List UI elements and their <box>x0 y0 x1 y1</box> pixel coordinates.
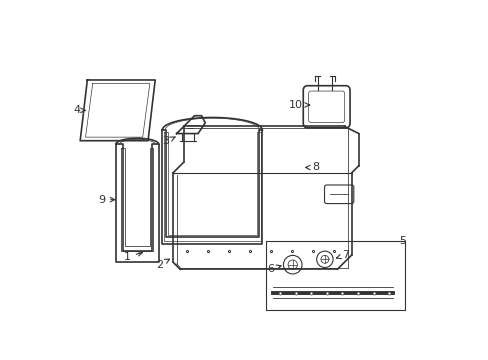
Circle shape <box>316 251 332 267</box>
Circle shape <box>283 255 302 274</box>
Bar <box>265 241 405 310</box>
Text: 8: 8 <box>305 162 319 172</box>
Text: 10: 10 <box>289 100 309 110</box>
Text: 5: 5 <box>398 237 405 247</box>
Text: 9: 9 <box>98 195 115 204</box>
Text: 3: 3 <box>162 136 175 147</box>
Circle shape <box>320 255 328 263</box>
Text: 6: 6 <box>266 264 281 274</box>
Text: 1: 1 <box>123 252 142 262</box>
Text: 2: 2 <box>156 259 169 270</box>
Circle shape <box>287 260 297 269</box>
FancyBboxPatch shape <box>324 185 353 203</box>
Text: 4: 4 <box>73 105 85 115</box>
FancyBboxPatch shape <box>308 91 344 122</box>
FancyBboxPatch shape <box>303 86 349 128</box>
Text: 7: 7 <box>336 250 348 260</box>
